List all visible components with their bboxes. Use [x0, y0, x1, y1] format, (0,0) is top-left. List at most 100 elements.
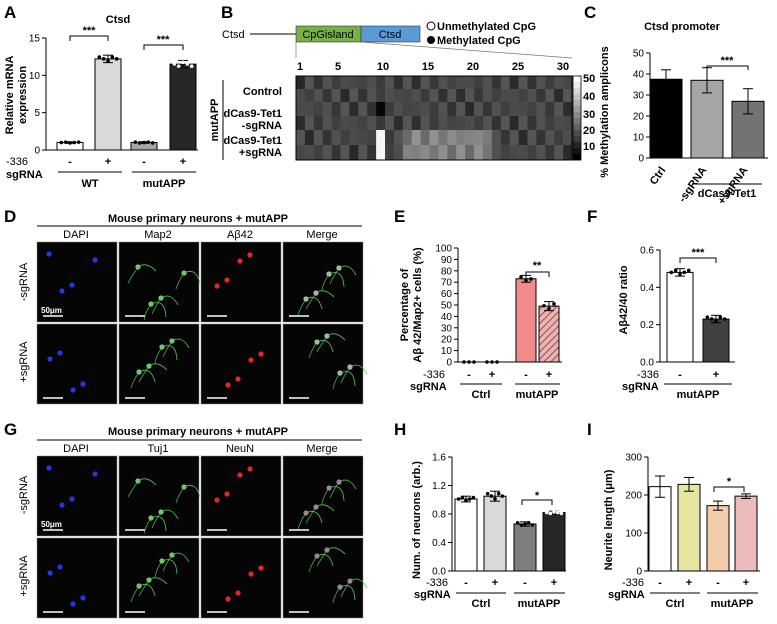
panel-b-row-minus-sgrna: -sgRNA — [242, 120, 282, 132]
heatmap-cell — [367, 102, 377, 117]
panel-g-ch-tuj1: Tuj1 — [148, 443, 169, 455]
data-point — [673, 268, 678, 273]
heatmap-cell — [376, 89, 386, 103]
panel-b-colorbar — [572, 75, 582, 161]
neurite — [148, 363, 168, 371]
heatmap-cell — [367, 76, 377, 90]
panel-b-row-tet1-b: dCas9-Tet1 — [224, 135, 282, 147]
heatmap-cell — [393, 116, 404, 131]
bar — [542, 512, 566, 572]
panel-b-col-tick-25: 25 — [512, 61, 524, 73]
heatmap-cell — [376, 76, 386, 90]
neurite — [305, 510, 323, 524]
panel-b-col-tick-20: 20 — [467, 61, 479, 73]
heatmap-cell — [349, 76, 359, 90]
panel-h-sign-3: - — [523, 577, 527, 589]
bar — [94, 58, 122, 151]
y-tick-label: 0.0 — [640, 358, 654, 369]
heatmap-cell — [491, 76, 502, 90]
heatmap-cell — [420, 89, 430, 103]
panel-g: Mouse primary neurons + mutAPP DAPI Tuj1… — [18, 426, 368, 619]
bar — [515, 278, 537, 363]
y-tick-label: 30 — [633, 91, 645, 102]
heatmap-cell — [402, 145, 413, 161]
cell-body — [225, 382, 231, 388]
cell-body — [225, 596, 231, 602]
panel-d-row-plus: +sgRNA — [18, 341, 30, 383]
heatmap-cell — [518, 145, 528, 161]
panel-i-sig-bracket — [713, 486, 745, 492]
y-tick-label: 20 — [441, 335, 453, 346]
panel-h-sig: * — [535, 490, 540, 502]
colorbar-step — [573, 76, 581, 83]
panel-label-c: C — [584, 3, 596, 22]
colorbar-step — [573, 130, 581, 137]
micrograph-tile — [282, 455, 364, 537]
heatmap-cell — [429, 89, 439, 103]
panel-g-ch-dapi: DAPI — [63, 443, 89, 455]
neurite — [171, 552, 190, 563]
neurite — [151, 297, 162, 315]
data-point — [530, 523, 535, 527]
panel-label-a: A — [4, 3, 16, 22]
heatmap-cell — [563, 76, 573, 90]
heatmap-cell — [536, 102, 546, 117]
panel-e-row-label-1: -336 — [423, 369, 445, 381]
neurite — [162, 340, 173, 358]
neurite — [175, 486, 185, 504]
panel-f-group: mutAPP — [677, 389, 720, 401]
y-tick-label: 300 — [625, 453, 642, 464]
heatmap-cell — [491, 130, 502, 146]
colorbar-step — [573, 106, 581, 113]
panel-a-ylabel-1: Relative mRNA — [4, 56, 16, 135]
heatmap-cell — [358, 89, 368, 103]
heatmap-cell — [331, 102, 341, 117]
y-tick-label: 30 — [441, 323, 453, 334]
y-tick-label: 0 — [446, 358, 452, 369]
neurite — [183, 270, 201, 284]
panel-label-g: G — [4, 420, 17, 439]
data-point — [547, 306, 551, 311]
bar — [538, 305, 560, 363]
neurite — [150, 516, 167, 532]
cell-body — [46, 251, 52, 257]
heatmap-cell — [385, 76, 395, 90]
data-point — [542, 303, 546, 308]
panel-b-col-tick-10: 10 — [377, 61, 389, 73]
neurite — [316, 549, 328, 567]
heatmap-cell — [367, 145, 377, 161]
heatmap-cell — [393, 102, 404, 117]
panel-f-ylabel: Aβ42/40 ratio — [618, 265, 630, 334]
neurite — [138, 369, 156, 383]
cell-body — [247, 466, 253, 472]
heatmap-cell — [420, 145, 430, 161]
y-tick-label: 0.2 — [640, 320, 654, 331]
heatmap-cell — [304, 130, 315, 146]
neurite — [316, 339, 334, 353]
heatmap-cell — [393, 145, 404, 161]
heatmap-cell — [563, 145, 573, 161]
bar — [706, 505, 730, 572]
cell-body — [248, 571, 254, 577]
micrograph-tile — [118, 241, 200, 323]
panel-b-scale-10: 10 — [583, 141, 595, 153]
cell-body — [57, 564, 63, 570]
neurite — [143, 517, 152, 535]
panel-d-ch-merge: Merge — [306, 229, 337, 241]
heatmap-cell — [474, 89, 484, 103]
heatmap-cell — [420, 102, 430, 117]
heatmap-cell — [429, 130, 439, 146]
micrograph-tile — [282, 537, 364, 619]
neurite — [321, 273, 330, 291]
y-tick-label: 200 — [625, 491, 642, 502]
heatmap-cell — [322, 130, 332, 146]
panel-b-group-label: mutAPP — [209, 99, 221, 142]
y-tick-label: 0.8 — [432, 510, 446, 521]
heatmap-cell — [385, 116, 395, 131]
panel-b-cpg-label: CpGisland — [302, 29, 353, 41]
bar — [483, 495, 507, 572]
heatmap-cell — [536, 76, 546, 90]
heatmap-cell — [545, 116, 555, 131]
heatmap-cell — [536, 116, 546, 131]
